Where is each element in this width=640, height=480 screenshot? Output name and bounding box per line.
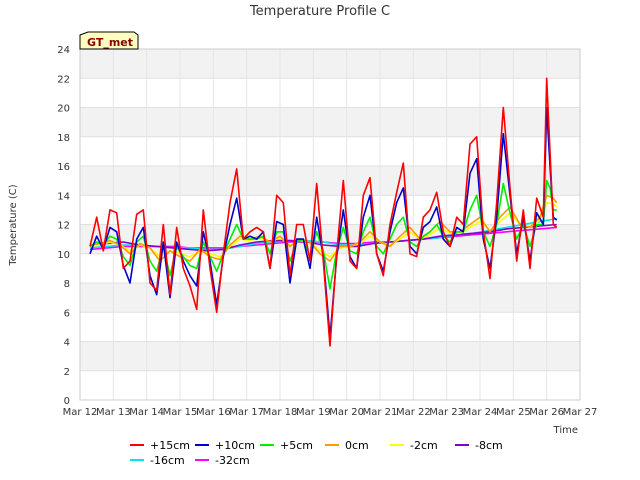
x-tick-label: Mar 23: [429, 407, 464, 418]
y-tick-label: 4: [64, 338, 70, 349]
chart-title: Temperature Profile C: [249, 4, 390, 19]
series-lines: [89, 77, 558, 347]
legend-label: +10cm: [215, 439, 255, 452]
y-tick-label: 22: [57, 74, 70, 85]
legend-label: -2cm: [410, 439, 438, 452]
plot-bands: [80, 49, 580, 371]
legend-item: -32cm: [195, 454, 250, 467]
series-line-15cm: [89, 77, 558, 347]
y-tick-label: 0: [64, 396, 70, 407]
x-axis-title: Time: [553, 425, 578, 436]
grid-band: [80, 166, 580, 196]
x-tick-label: Mar 25: [496, 407, 531, 418]
series-line-8cm: [89, 223, 557, 252]
y-tick-label: 2: [64, 367, 70, 378]
legend-label: 0cm: [345, 439, 369, 452]
legend-item: -8cm: [455, 439, 503, 452]
x-tick-label: Mar 24: [463, 407, 498, 418]
y-tick-label: 18: [57, 133, 70, 144]
x-tick-label: Mar 17: [229, 407, 264, 418]
y-tick-label: 14: [57, 191, 70, 202]
plot-frame: [79, 48, 581, 401]
gt-met-badge: GT_met: [79, 31, 139, 50]
legend-item: 0cm: [325, 439, 369, 452]
series-line-5cm: [89, 179, 557, 290]
legend-item: +10cm: [195, 439, 255, 452]
legend-label: -32cm: [215, 454, 250, 467]
x-tick-label: Mar 21: [363, 407, 398, 418]
y-axis-title: Temperature (C): [8, 184, 19, 266]
x-tick-label: Mar 15: [163, 407, 198, 418]
x-tick-label: Mar 18: [263, 407, 298, 418]
x-tick-label: Mar 22: [396, 407, 431, 418]
legend: +15cm +10cm +5cm 0cm -2cm -8cm -16cm -32cm: [130, 439, 503, 467]
grid-band: [80, 107, 580, 137]
x-tick-label: Mar 16: [196, 407, 231, 418]
x-tick-label: Mar 19: [296, 407, 331, 418]
legend-label: -8cm: [475, 439, 503, 452]
badge-shape: [79, 31, 139, 50]
y-tick-label: 8: [64, 279, 70, 290]
legend-item: -16cm: [130, 454, 185, 467]
legend-label: +5cm: [280, 439, 313, 452]
legend-item: +5cm: [260, 439, 313, 452]
y-tick-label: 10: [57, 250, 70, 261]
badge-label: GT_met: [87, 36, 133, 49]
y-tick-label: 16: [57, 162, 70, 173]
x-tick-label: Mar 20: [329, 407, 364, 418]
y-tick-label: 20: [57, 104, 70, 115]
legend-item: -2cm: [390, 439, 438, 452]
grid-band: [80, 49, 580, 79]
x-tick-label: Mar 13: [96, 407, 131, 418]
legend-item: +15cm: [130, 439, 190, 452]
series-line-0cm: [89, 194, 558, 262]
legend-label: -16cm: [150, 454, 185, 467]
legend-label: +15cm: [150, 439, 190, 452]
x-tick-label: Mar 26: [529, 407, 564, 418]
x-tick-label: Mar 27: [563, 407, 598, 418]
x-tick-label: Mar 14: [129, 407, 164, 418]
y-tick-label: 12: [57, 221, 70, 232]
y-tick-label: 24: [57, 45, 70, 56]
x-tick-label: Mar 12: [63, 407, 98, 418]
y-tick-label: 6: [64, 308, 70, 319]
